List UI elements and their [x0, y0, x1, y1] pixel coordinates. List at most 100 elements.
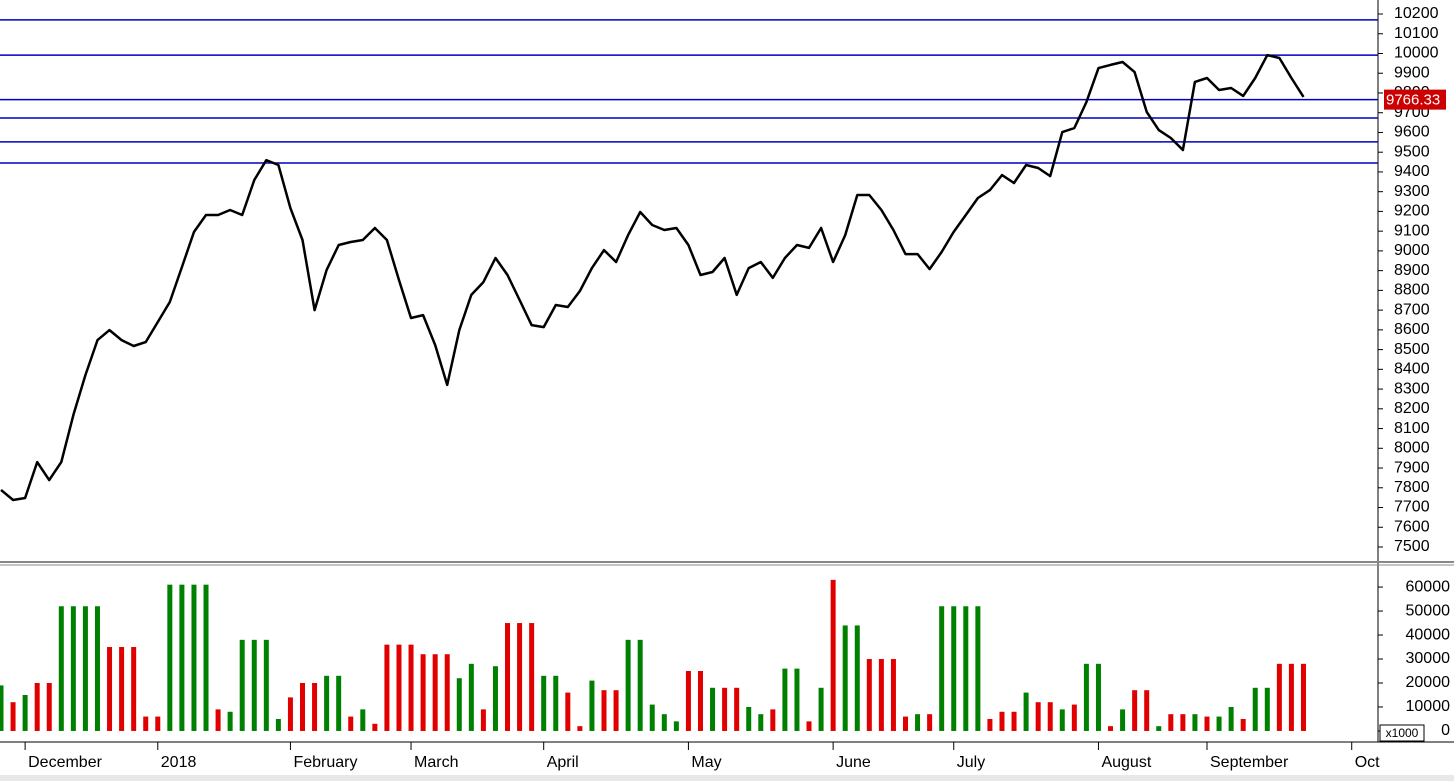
- y-tick-label: 8500: [1394, 341, 1430, 358]
- volume-bar: [492, 666, 498, 731]
- volume-bar: [480, 709, 486, 731]
- volume-bar: [396, 644, 402, 731]
- volume-bar: [1156, 726, 1162, 731]
- volume-bar: [1011, 711, 1017, 731]
- x-tick-label: 2018: [161, 754, 197, 771]
- volume-bar: [1180, 714, 1186, 731]
- volume-bar: [866, 659, 872, 731]
- volume-bar: [951, 606, 957, 731]
- y-tick-label: 8600: [1394, 321, 1430, 338]
- y-tick-label: 7600: [1394, 518, 1430, 535]
- volume-bar: [251, 639, 257, 731]
- y-tick-label: 9000: [1394, 242, 1430, 259]
- volume-bar: [685, 671, 691, 731]
- volume-bar: [1204, 716, 1210, 731]
- volume-bar: [408, 644, 414, 731]
- volume-bar: [613, 690, 619, 731]
- x-tick-label: September: [1210, 754, 1289, 771]
- volume-bar: [975, 606, 981, 731]
- y-tick-label: 40000: [1406, 626, 1451, 643]
- volume-bar: [637, 639, 643, 731]
- y-tick-label: 9200: [1394, 203, 1430, 220]
- y-tick-label: 10100: [1394, 25, 1439, 42]
- y-tick-label: 9400: [1394, 163, 1430, 180]
- volume-bar: [155, 716, 161, 731]
- volume-bar: [384, 644, 390, 731]
- y-tick-label: 8100: [1394, 420, 1430, 437]
- volume-bar: [1047, 702, 1053, 731]
- volume-bar: [1132, 690, 1138, 731]
- volume-bar: [625, 639, 631, 731]
- volume-bar: [468, 663, 474, 731]
- x-tick-label: May: [691, 754, 721, 771]
- x-tick-label: Oct: [1355, 754, 1380, 771]
- volume-bar: [577, 726, 583, 731]
- y-tick-label: 8300: [1394, 380, 1430, 397]
- volume-bar: [541, 675, 547, 731]
- volume-bar: [963, 606, 969, 731]
- y-tick-label: 8200: [1394, 400, 1430, 417]
- volume-bar: [227, 711, 233, 731]
- volume-bar: [1144, 690, 1150, 731]
- y-tick-label: 10000: [1394, 45, 1439, 62]
- volume-bar: [1035, 702, 1041, 731]
- volume-bar: [854, 625, 860, 731]
- x-tick-label: February: [293, 754, 357, 771]
- volume-bar: [806, 721, 812, 731]
- volume-bar: [794, 668, 800, 731]
- volume-bar: [589, 680, 595, 731]
- volume-bar: [649, 704, 655, 731]
- y-tick-label: 9900: [1394, 64, 1430, 81]
- y-tick-label: 50000: [1406, 602, 1451, 619]
- volume-bar: [191, 584, 197, 731]
- volume-bar: [58, 606, 64, 731]
- y-tick-label: 7900: [1394, 459, 1430, 476]
- volume-bar: [1023, 692, 1029, 731]
- y-tick-label: 30000: [1406, 650, 1451, 667]
- y-tick-label: 9600: [1394, 124, 1430, 141]
- volume-bar: [734, 687, 740, 731]
- volume-bar: [830, 579, 836, 731]
- volume-bar: [1300, 663, 1306, 731]
- volume-bar: [890, 659, 896, 731]
- volume-bar: [46, 683, 52, 731]
- volume-bar: [263, 639, 269, 731]
- x-tick-label: August: [1101, 754, 1151, 771]
- volume-bar: [107, 647, 113, 731]
- volume-bar: [782, 668, 788, 731]
- unit-label: x1000: [1386, 726, 1419, 740]
- y-tick-label: 8800: [1394, 282, 1430, 299]
- volume-bar: [287, 697, 293, 731]
- x-tick-label: December: [28, 754, 102, 771]
- y-tick-label: 60000: [1406, 578, 1451, 595]
- volume-bar: [312, 683, 318, 731]
- volume-bar: [878, 659, 884, 731]
- y-tick-label: 8700: [1394, 301, 1430, 318]
- volume-bar: [0, 685, 4, 731]
- volume-bar: [661, 714, 667, 731]
- volume-bar: [336, 675, 342, 731]
- volume-bar: [82, 606, 88, 731]
- last-price-label: 9766.33: [1386, 92, 1440, 109]
- volume-bar: [1192, 714, 1198, 731]
- volume-bar: [517, 623, 523, 731]
- volume-bar: [203, 584, 209, 731]
- y-tick-label: 7500: [1394, 538, 1430, 555]
- volume-bar: [360, 709, 366, 731]
- volume-bar: [1252, 687, 1258, 731]
- volume-bar: [939, 606, 945, 731]
- volume-bar: [324, 675, 330, 731]
- volume-bar: [372, 723, 378, 731]
- volume-bar: [1168, 714, 1174, 731]
- last-price-box: [1384, 89, 1446, 110]
- volume-bar: [143, 716, 149, 731]
- y-tick-label: 20000: [1406, 674, 1451, 691]
- volume-bar: [420, 654, 426, 731]
- volume-bar: [34, 683, 40, 731]
- x-tick-label: July: [957, 754, 985, 771]
- volume-bar: [456, 678, 462, 731]
- volume-bar: [722, 687, 728, 731]
- scroll-bar: [0, 775, 1454, 781]
- volume-bar: [167, 584, 173, 731]
